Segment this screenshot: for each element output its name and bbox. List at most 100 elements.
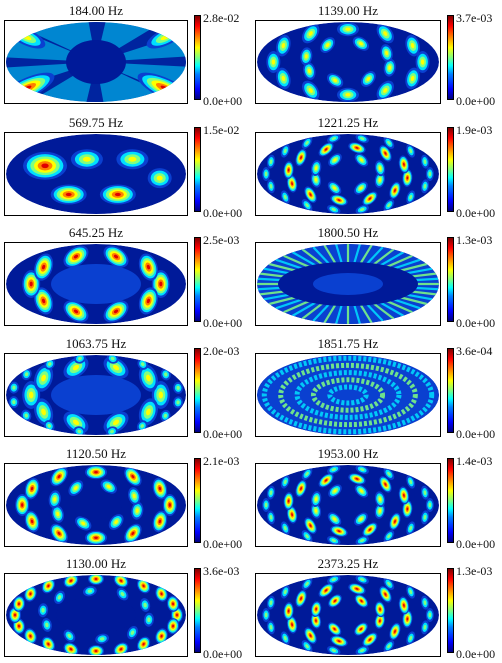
hotspot xyxy=(305,140,309,145)
hotspot xyxy=(409,148,413,154)
colorbar-min-label: 0.0e+00 xyxy=(203,316,243,330)
hotspot xyxy=(264,502,268,508)
hotspot xyxy=(70,491,122,519)
colorbar-max-label: 3.7e-03 xyxy=(456,11,493,25)
hotspot xyxy=(359,517,363,521)
hotspot xyxy=(160,634,163,638)
frequency-title: 1800.50 Hz xyxy=(317,225,379,240)
hotspot xyxy=(355,587,359,590)
hotspot xyxy=(314,166,318,171)
hotspot xyxy=(283,525,287,531)
hotspot xyxy=(355,477,359,480)
hotspot xyxy=(291,623,293,627)
hotspot xyxy=(142,584,145,588)
hotspot xyxy=(331,207,336,211)
frequency-title: 2373.25 Hz xyxy=(317,556,379,571)
hotspot xyxy=(305,203,309,208)
hotspot xyxy=(41,163,49,169)
hotspot xyxy=(283,148,287,154)
hotspot xyxy=(146,298,151,304)
hotspot xyxy=(423,600,427,606)
hotspot xyxy=(142,642,145,646)
hotspot xyxy=(387,471,391,476)
hotspot xyxy=(12,400,16,405)
mode-panel: 1120.50 Hz 2.1e-03 0.0e+00 xyxy=(0,443,251,553)
hotspot xyxy=(17,624,20,628)
hotspot xyxy=(331,538,336,542)
colorbar-min-label: 0.0e+00 xyxy=(456,647,496,661)
hotspot xyxy=(368,528,372,531)
hotspot xyxy=(264,171,268,177)
hotspot xyxy=(378,619,381,623)
hotspot xyxy=(41,408,46,416)
hotspot xyxy=(176,400,180,405)
mode-shape-plot xyxy=(4,573,188,657)
hotspot xyxy=(120,591,125,597)
hotspot xyxy=(337,530,341,533)
colorbar-max-label: 2.8e-02 xyxy=(203,11,240,25)
hotspot xyxy=(394,189,396,192)
hotspot xyxy=(114,192,121,197)
hotspot xyxy=(283,635,287,641)
hotspot xyxy=(428,171,432,177)
hotspot xyxy=(359,489,364,493)
colorbar xyxy=(194,458,201,543)
hotspot xyxy=(360,137,365,141)
colorbar xyxy=(194,568,201,653)
colorbar xyxy=(194,348,201,433)
hotspot xyxy=(410,42,415,49)
mode-panel: 1953.00 Hz 1.4e-03 0.0e+00 xyxy=(251,443,502,553)
hotspot xyxy=(283,479,287,485)
hotspot xyxy=(78,356,82,361)
hotspot xyxy=(160,592,163,596)
hotspot xyxy=(406,507,409,511)
hotspot xyxy=(163,413,168,418)
hotspot xyxy=(47,362,52,366)
mode-shape-image xyxy=(6,575,186,655)
hotspot xyxy=(281,42,286,49)
hotspot xyxy=(378,497,382,502)
hotspot xyxy=(110,356,115,361)
hotspot xyxy=(113,254,119,259)
hotspot xyxy=(360,648,365,652)
mode-shape-plot xyxy=(255,353,441,437)
hotspot xyxy=(332,186,337,190)
mode-shape-plot xyxy=(4,242,188,326)
colorbar xyxy=(447,568,454,653)
hotspot xyxy=(423,159,427,165)
hotspot xyxy=(314,497,318,502)
hotspot xyxy=(409,635,413,641)
mode-panel: 2373.25 Hz 1.3e-03 0.0e+00 xyxy=(251,553,502,663)
mode-shape-image xyxy=(257,22,439,102)
hotspot xyxy=(99,637,105,641)
colorbar xyxy=(194,15,201,100)
colorbar-max-label: 3.6e-03 xyxy=(203,564,240,578)
colorbar xyxy=(447,15,454,100)
hotspot xyxy=(324,479,328,482)
hotspot xyxy=(305,581,309,586)
mode-shape-plot xyxy=(255,463,441,547)
hotspot xyxy=(325,43,330,47)
hotspot xyxy=(47,584,50,588)
hotspot xyxy=(57,531,61,536)
hotspot xyxy=(331,578,336,582)
hotspot xyxy=(333,627,336,631)
colorbar xyxy=(194,127,201,212)
mode-shape-plot xyxy=(255,573,441,657)
hotspot xyxy=(47,642,50,646)
hotspot xyxy=(379,607,381,611)
hotspot xyxy=(119,648,123,651)
mode-panel: 1063.75 Hz 2.0e-03 0.0e+00 xyxy=(0,333,251,443)
hotspot xyxy=(81,521,86,526)
hotspot xyxy=(409,525,413,531)
hotspot xyxy=(283,589,287,595)
hotspot xyxy=(378,177,382,182)
hotspot xyxy=(131,474,135,479)
hotspot xyxy=(114,520,119,524)
hotspot xyxy=(41,607,45,613)
hotspot xyxy=(315,619,317,623)
hotspot xyxy=(28,391,34,399)
hotspot xyxy=(29,592,32,596)
hotspot xyxy=(56,597,136,633)
